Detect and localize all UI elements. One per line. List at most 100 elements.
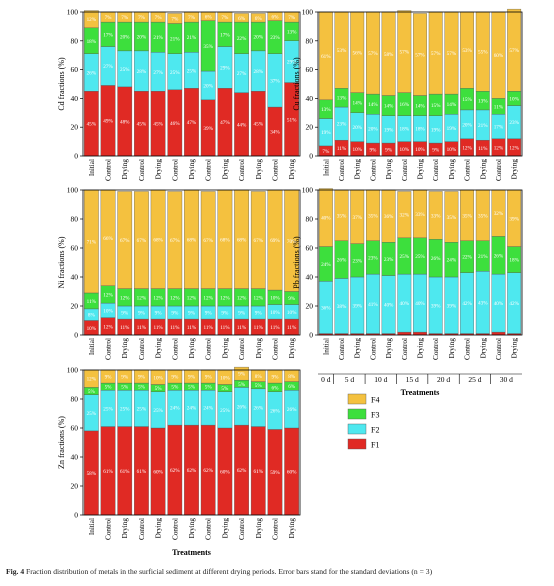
p4-ytick-label: 60 [306, 244, 314, 253]
legend-swatch-f2 [347, 423, 367, 435]
p1-data-label-f1: 47% [220, 120, 230, 126]
p1-data-label-f3: 13% [287, 29, 297, 35]
p4-data-label-f2: 41% [368, 302, 378, 308]
p1-data-label-f4: 6% [272, 14, 280, 20]
p3-data-label-f1: 11% [220, 325, 230, 331]
p1-ytick-label: 80 [71, 36, 79, 45]
p4-data-label-f4: 39% [509, 216, 519, 222]
p3-bar-f4 [167, 191, 183, 289]
p2-data-label-f4: 55% [478, 50, 488, 56]
p4-data-label-f4: 32% [494, 211, 504, 217]
p4-data-label-f2: 39% [352, 303, 362, 309]
p4-x-tick-label: Drying [511, 338, 519, 359]
p3-x-tick-label: Drying [288, 338, 296, 359]
p2-x-tick-label: Control [369, 159, 377, 181]
p4-x-tick-label: Control [432, 338, 440, 360]
p3-data-label-f1: 11% [254, 325, 264, 331]
p3-data-label-f1: 11% [120, 325, 130, 331]
p1-bar-f4 [167, 13, 183, 24]
p5-data-label-f1: 60% [153, 470, 163, 476]
p3-data-label-f3: 12% [120, 295, 130, 301]
p2-x-tick-label: Control [432, 159, 440, 181]
p4-data-label-f2: 40% [494, 301, 504, 307]
p3-data-label-f3: 12% [254, 295, 264, 301]
p4-data-label-f3: 26% [494, 253, 504, 259]
p2-bar-f4 [507, 8, 522, 92]
p3-data-label-f2: 9% [138, 311, 146, 317]
p5-data-label-f2: 25% [137, 406, 147, 412]
p2-data-label-f1: 12% [494, 145, 504, 151]
p4-bar-f4 [428, 191, 443, 240]
p4-data-label-f4: 35% [462, 213, 472, 219]
p2-ytick-label: 100 [302, 8, 314, 17]
p4-x-tick-label: Drying [448, 338, 456, 359]
p5-data-label-f2: 26% [254, 406, 264, 412]
p5-data-label-f1: 61% [254, 469, 264, 475]
p1-data-label-f2: 28% [254, 69, 264, 75]
p1-x-tick-label: Control [138, 159, 146, 181]
p2-data-label-f4: 61% [321, 54, 331, 60]
p3-data-label-f3: 12% [103, 292, 113, 298]
p4-data-label-f2: 39% [431, 303, 441, 309]
p3-data-label-f4: 67% [203, 238, 213, 244]
p1-data-label-f1: 45% [87, 122, 97, 128]
p3-data-label-f4: 68% [220, 237, 230, 243]
p4-bar-f1 [397, 331, 412, 336]
p4-data-label-f2: 36% [321, 305, 331, 311]
p4-group-label: 0 d [321, 375, 331, 384]
p2-ytick-label: 0 [309, 152, 313, 161]
legend-swatch-f4 [347, 393, 367, 405]
p1-x-tick-label: Drying [188, 159, 196, 180]
p3-data-label-f1: 12% [103, 324, 113, 330]
p4-ytick-label: 20 [306, 302, 314, 311]
p3-data-label-f2: 9% [171, 311, 179, 317]
p4-x-axis-title: Treatments [401, 388, 440, 397]
p1-data-label-f4: 7% [288, 15, 296, 21]
p5-data-label-f3: 5% [155, 386, 163, 392]
p1-y-axis-title: Cd fractions (%) [57, 57, 66, 111]
p3-data-label-f1: 11% [153, 325, 163, 331]
p3-data-label-f4: 70% [287, 239, 297, 245]
p4-bar-f1 [491, 331, 506, 336]
p2-data-label-f1: 10% [447, 147, 457, 153]
p2-x-tick-label: Control [495, 159, 503, 181]
p2-x-tick-label: Initial [322, 159, 330, 176]
p4-data-label-f3: 18% [509, 258, 519, 264]
p5-data-label-f4: 10% [153, 375, 163, 381]
p2-data-label-f2: 20% [352, 125, 362, 131]
p3-x-tick-label: Control [271, 338, 279, 360]
p4-x-tick-label: Drying [479, 338, 487, 359]
p3-x-tick-label: Drying [188, 338, 196, 359]
p4-bar-f1 [413, 331, 427, 336]
p2-data-label-f2: 18% [415, 127, 425, 133]
p4-data-label-f2: 40% [384, 303, 394, 309]
p5-data-label-f4: 9% [105, 375, 113, 381]
p3-data-label-f3: 12% [137, 295, 147, 301]
p5-data-label-f4: 8% [288, 374, 296, 380]
p3-data-label-f4: 71% [87, 239, 97, 245]
p5-data-label-f1: 60% [287, 470, 297, 476]
p4-ytick-label: 40 [306, 273, 314, 282]
p2-data-label-f3: 14% [384, 104, 394, 110]
p2-data-label-f2: 23% [337, 122, 347, 128]
p4-data-label-f2: 42% [509, 301, 519, 307]
p1-x-tick-label: Control [205, 159, 213, 181]
p2-data-label-f3: 13% [478, 99, 488, 105]
p5-data-label-f1: 61% [137, 469, 147, 475]
p3-data-label-f4: 67% [170, 238, 180, 244]
p3-data-label-f2: 9% [238, 311, 246, 317]
p3-data-label-f3: 12% [220, 295, 230, 301]
p3-data-label-f4: 67% [254, 238, 264, 244]
p4-x-tick-label: Drying [417, 338, 425, 359]
p3-data-label-f3: 11% [87, 299, 97, 305]
p3-bar-f4 [200, 191, 216, 289]
p5-data-label-f1: 59% [270, 470, 280, 476]
p5-data-label-f4: 9% [171, 375, 179, 381]
p4-x-tick-label: Drying [354, 338, 362, 359]
legend-label-f4: F4 [371, 396, 379, 405]
p4-data-label-f3: 23% [368, 255, 378, 261]
p2-data-label-f1: 12% [462, 145, 472, 151]
p3-data-label-f4: 68% [237, 237, 247, 243]
p5-data-label-f1: 61% [120, 469, 130, 475]
p3-data-label-f4: 68% [153, 237, 163, 243]
